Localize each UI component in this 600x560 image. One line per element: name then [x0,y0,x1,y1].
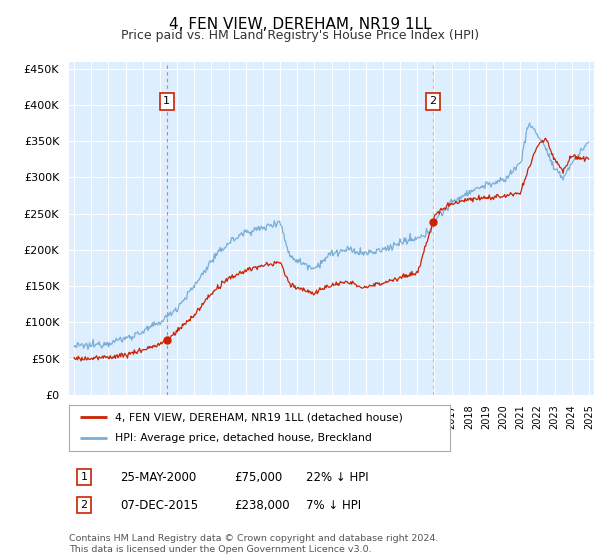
Text: £75,000: £75,000 [234,470,282,484]
Text: Contains HM Land Registry data © Crown copyright and database right 2024.
This d: Contains HM Land Registry data © Crown c… [69,534,439,554]
Text: 4, FEN VIEW, DEREHAM, NR19 1LL (detached house): 4, FEN VIEW, DEREHAM, NR19 1LL (detached… [115,412,403,422]
Text: £238,000: £238,000 [234,498,290,512]
Text: 07-DEC-2015: 07-DEC-2015 [120,498,198,512]
Text: 2: 2 [80,500,88,510]
Text: 4, FEN VIEW, DEREHAM, NR19 1LL: 4, FEN VIEW, DEREHAM, NR19 1LL [169,17,431,32]
Text: HPI: Average price, detached house, Breckland: HPI: Average price, detached house, Brec… [115,433,371,444]
Text: 2: 2 [430,96,437,106]
Text: 25-MAY-2000: 25-MAY-2000 [120,470,196,484]
Text: 1: 1 [163,96,170,106]
Text: 1: 1 [80,472,88,482]
Text: 7% ↓ HPI: 7% ↓ HPI [306,498,361,512]
Text: Price paid vs. HM Land Registry's House Price Index (HPI): Price paid vs. HM Land Registry's House … [121,29,479,42]
Text: 22% ↓ HPI: 22% ↓ HPI [306,470,368,484]
